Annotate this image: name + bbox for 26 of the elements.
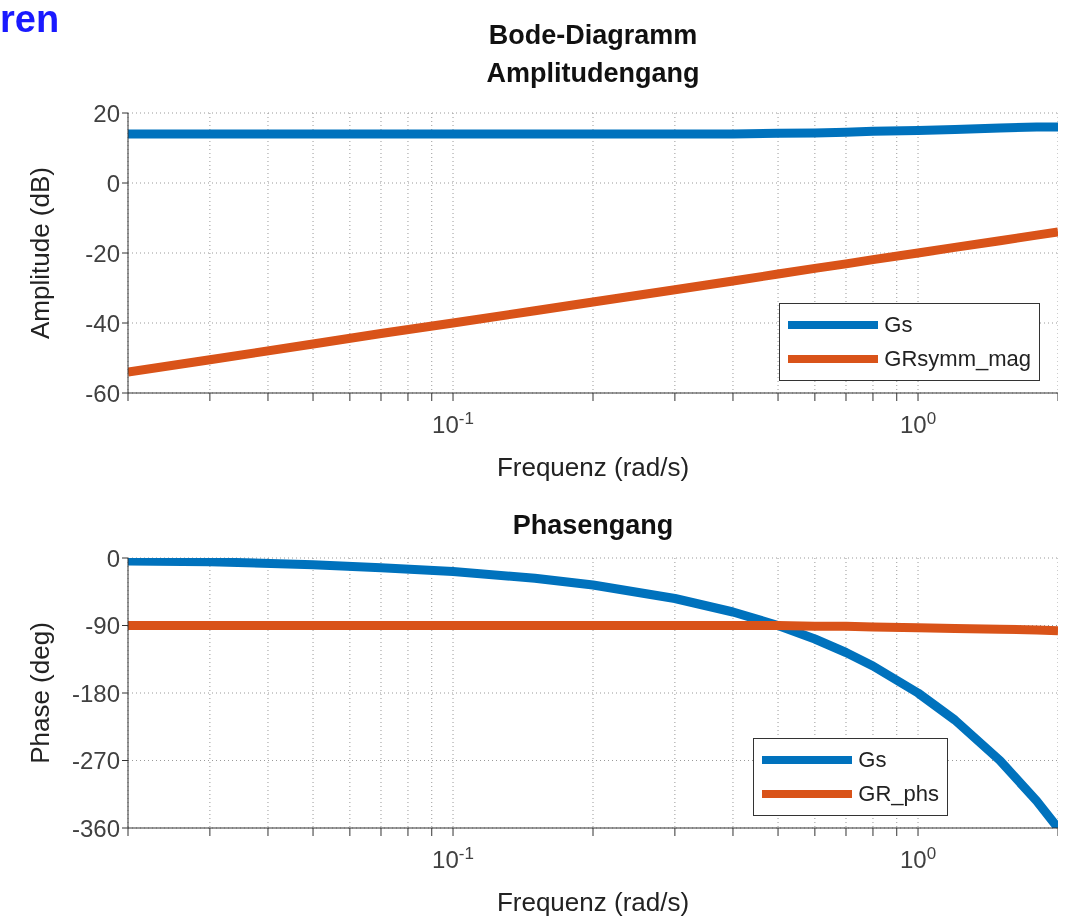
chart-title: Bode-Diagramm	[487, 19, 699, 52]
x-tick-label: 10$^{-1}$	[432, 408, 474, 438]
y-tick-label: -360	[71, 814, 120, 842]
text: ren	[0, 0, 60, 41]
y-tick-label: -90	[85, 612, 120, 640]
y-tick-label: 0	[106, 169, 120, 197]
y-tick-label: -60	[85, 379, 120, 407]
y-axis-title: Amplitude (dB)	[25, 167, 56, 339]
legend-label: GR_phs	[858, 781, 939, 807]
chart-subtitle: Amplitudengang	[485, 57, 701, 90]
legend-label: Gs	[884, 312, 913, 338]
x-axis-title: Frequenz (rad/s)	[496, 452, 690, 482]
y-tick-label: -270	[71, 747, 120, 775]
y-tick-label: 0	[106, 544, 120, 572]
y-tick-label: -180	[71, 679, 120, 707]
x-axis-title: Frequenz (rad/s)	[496, 887, 690, 917]
chart-title: Phasengang	[511, 509, 675, 542]
y-tick-label: -20	[85, 239, 120, 267]
x-tick-label: 10$^{0}$	[899, 843, 937, 873]
y-tick-label: 20	[93, 99, 120, 127]
y-tick-label: -40	[85, 309, 120, 337]
x-tick-label: 10$^{0}$	[899, 408, 937, 438]
legend-label: Gs	[858, 747, 887, 773]
y-axis-title: Phase (deg)	[25, 622, 56, 764]
x-tick-label: 10$^{-1}$	[432, 843, 474, 873]
legend-label: GRsymm_mag	[884, 346, 1031, 372]
